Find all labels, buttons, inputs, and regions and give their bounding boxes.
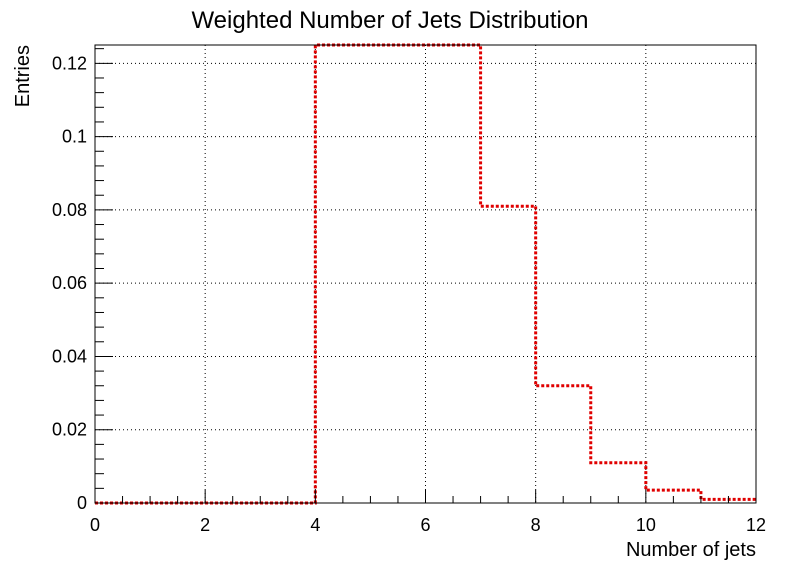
y-tick-label: 0.02	[52, 420, 87, 440]
x-tick-label: 0	[90, 515, 100, 535]
x-tick-label: 6	[420, 515, 430, 535]
y-axis-title: Entries	[12, 45, 34, 107]
x-tick-label: 2	[200, 515, 210, 535]
y-axis-tick-labels: 0 0.02 0.04 0.06 0.08 0.1 0.12	[52, 53, 87, 513]
x-axis-title: Number of jets	[626, 539, 756, 561]
x-tick-label: 10	[636, 515, 656, 535]
y-tick-label: 0.04	[52, 346, 87, 366]
y-tick-label: 0.1	[62, 127, 87, 147]
x-tick-label: 12	[746, 515, 766, 535]
x-axis-tick-labels: 0 2 4 6 8 10 12	[90, 515, 766, 535]
y-tick-label: 0	[77, 493, 87, 513]
y-tick-label: 0.06	[52, 273, 87, 293]
x-tick-label: 8	[531, 515, 541, 535]
y-tick-label: 0.08	[52, 200, 87, 220]
axis-ticks	[94, 48, 757, 504]
chart-title: Weighted Number of Jets Distribution	[191, 7, 588, 34]
y-tick-label: 0.12	[52, 53, 87, 73]
grid-lines	[95, 45, 756, 503]
x-tick-label: 4	[310, 515, 320, 535]
